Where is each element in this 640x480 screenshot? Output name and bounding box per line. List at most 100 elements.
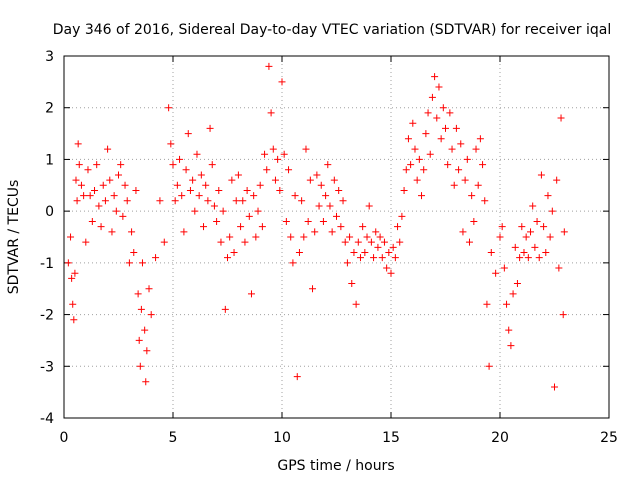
data-point [533, 217, 541, 225]
data-point [483, 300, 491, 308]
data-point [426, 150, 434, 158]
y-axis-label: SDTVAR / TECUs [6, 180, 22, 295]
data-point [132, 186, 140, 194]
data-point [108, 228, 116, 236]
data-point [374, 243, 382, 251]
data-point [197, 171, 205, 179]
data-point [304, 217, 312, 225]
data-point [363, 233, 371, 241]
data-point [315, 202, 323, 210]
data-point [130, 249, 138, 257]
data-point [180, 228, 188, 236]
data-point [258, 223, 266, 231]
data-point [289, 259, 297, 267]
data-point [239, 197, 247, 205]
data-points [64, 62, 568, 391]
data-point [285, 166, 293, 174]
data-point [241, 238, 249, 246]
data-point [350, 249, 358, 257]
data-point [348, 280, 356, 288]
data-point [261, 150, 269, 158]
data-point [215, 186, 223, 194]
data-point [237, 223, 245, 231]
data-point [106, 176, 114, 184]
data-point [274, 155, 282, 163]
data-point [243, 186, 251, 194]
data-point [252, 233, 260, 241]
data-point [470, 217, 478, 225]
data-point [145, 285, 153, 293]
data-point [472, 145, 480, 153]
data-point [178, 192, 186, 200]
data-point [431, 73, 439, 81]
data-point [439, 104, 447, 112]
data-point [479, 161, 487, 169]
data-point [141, 326, 149, 334]
data-point [160, 238, 168, 246]
data-point [452, 124, 460, 132]
data-point [500, 264, 508, 272]
data-point [492, 269, 500, 277]
data-point [71, 269, 79, 277]
data-point [444, 161, 452, 169]
data-point [142, 378, 150, 386]
data-point [267, 109, 275, 117]
data-point [367, 238, 375, 246]
data-point [280, 150, 288, 158]
data-point [383, 264, 391, 272]
data-point [520, 249, 528, 257]
data-point [540, 223, 548, 231]
data-point [509, 290, 517, 298]
data-point [121, 181, 129, 189]
y-tick-labels: -4 -3 -2 -1 0 1 2 3 [40, 49, 54, 427]
data-point [171, 197, 179, 205]
data-point [387, 269, 395, 277]
data-point [455, 166, 463, 174]
data-point [505, 326, 513, 334]
data-point [516, 254, 524, 262]
data-point [365, 202, 373, 210]
data-point [276, 186, 284, 194]
data-point [93, 161, 101, 169]
data-point [169, 161, 177, 169]
data-point [147, 311, 155, 319]
data-point [135, 336, 143, 344]
y-tick-label: -2 [40, 308, 54, 324]
data-point [378, 254, 386, 262]
data-point [498, 223, 506, 231]
data-point [165, 104, 173, 112]
data-point [74, 140, 82, 148]
data-point [328, 228, 336, 236]
data-point [422, 130, 430, 138]
data-point [99, 181, 107, 189]
data-point [341, 238, 349, 246]
data-point [461, 176, 469, 184]
data-point [319, 217, 327, 225]
data-point [457, 140, 465, 148]
data-point [112, 207, 120, 215]
data-point [202, 181, 210, 189]
data-point [428, 93, 436, 101]
data-point [265, 62, 273, 70]
data-point [370, 254, 378, 262]
x-tick-label: 5 [169, 430, 178, 446]
data-point [507, 342, 515, 350]
data-point [73, 197, 81, 205]
data-point [531, 243, 539, 251]
data-point [173, 181, 181, 189]
data-point [356, 254, 364, 262]
data-point [152, 254, 160, 262]
data-point [80, 192, 88, 200]
x-tick-label: 0 [60, 430, 69, 446]
data-point [298, 197, 306, 205]
data-point [433, 114, 441, 122]
data-point [337, 223, 345, 231]
data-point [559, 311, 567, 319]
data-point [448, 145, 456, 153]
data-point [200, 223, 208, 231]
data-point [119, 212, 127, 220]
data-point [548, 207, 556, 215]
data-point [232, 197, 240, 205]
data-point [435, 83, 443, 91]
data-point [101, 197, 109, 205]
